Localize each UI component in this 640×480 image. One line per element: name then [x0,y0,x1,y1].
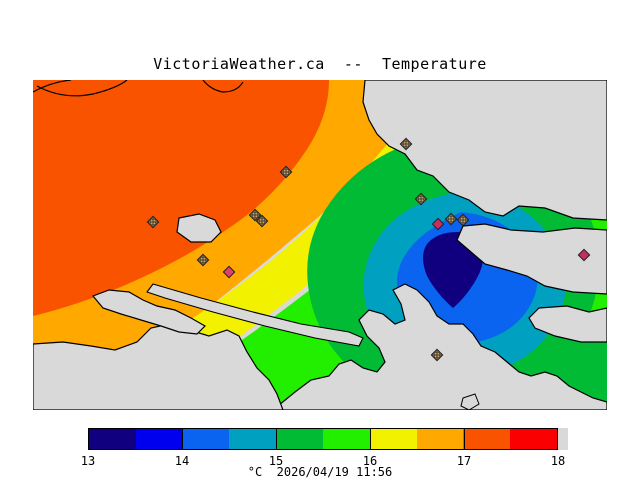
station-marker[interactable] [222,265,236,279]
colorbar-segment [135,429,183,449]
colorbar-tick-label: 18 [550,454,566,468]
colorbar-tick-label: 16 [362,454,378,468]
landmask-inlet-channel [91,289,206,335]
band-17-0 [33,80,333,318]
contour-layer [33,80,607,410]
landmask-small-island [176,213,222,243]
band-16-5-main [33,80,425,410]
colorbar-caption: °C 2026/04/19 11:56 [247,465,393,479]
station-marker[interactable] [456,213,470,227]
colorbar-segment [369,429,417,449]
station-marker[interactable] [399,137,413,151]
station-marker[interactable] [414,192,428,206]
colorbar-segment [276,429,323,449]
colorbar-tick [370,428,371,450]
colorbar-tick [276,428,277,450]
colorbar-segment [416,429,464,449]
landmask-speck [460,393,480,410]
colorbar-tick-label: 15 [268,454,284,468]
station-marker-layer [146,137,591,362]
station-marker[interactable] [279,165,293,179]
colorbar-segment [182,429,230,449]
band-13-0-core [423,231,484,308]
station-marker[interactable] [255,214,269,228]
colorbar-segment [510,429,557,449]
colorbar-gradient [88,428,558,450]
station-marker[interactable] [146,215,160,229]
temperature-contour-map [33,80,607,410]
landmask-southeast [528,305,607,343]
colorbar-segment [89,429,136,449]
station-marker[interactable] [431,217,445,231]
landmask-strait [146,283,364,347]
coastline-northwest-arc2 [36,80,128,97]
station-marker[interactable] [430,348,444,362]
coastline-top-notch [202,80,244,93]
coastline-northwest-arc [33,80,72,93]
station-marker[interactable] [248,208,262,222]
colorbar-tick-label: 14 [174,454,190,468]
station-marker[interactable] [444,212,458,226]
colorbar-segment [463,429,511,449]
colorbar-tick [464,428,465,450]
landmask-south [272,283,607,410]
colorbar-tick-label: 17 [456,454,472,468]
colorbar-tick-label: 13 [80,454,96,468]
colorbar-segment [322,429,370,449]
colorbar-tick [182,428,183,450]
page-title: VictoriaWeather.ca -- Temperature [153,55,487,73]
map-svg [33,80,607,410]
colorbar: 13 14 15 16 17 18 °C 2026/04/19 11:56 [33,425,607,480]
landmask-northeast [362,80,607,221]
station-marker[interactable] [196,253,210,267]
colorbar-segment [229,429,277,449]
landmask-east-inlet [456,223,607,295]
station-marker[interactable] [577,248,591,262]
colorbar-track: 13 14 15 16 17 18 [81,428,568,468]
landmask-southwest [33,323,284,410]
